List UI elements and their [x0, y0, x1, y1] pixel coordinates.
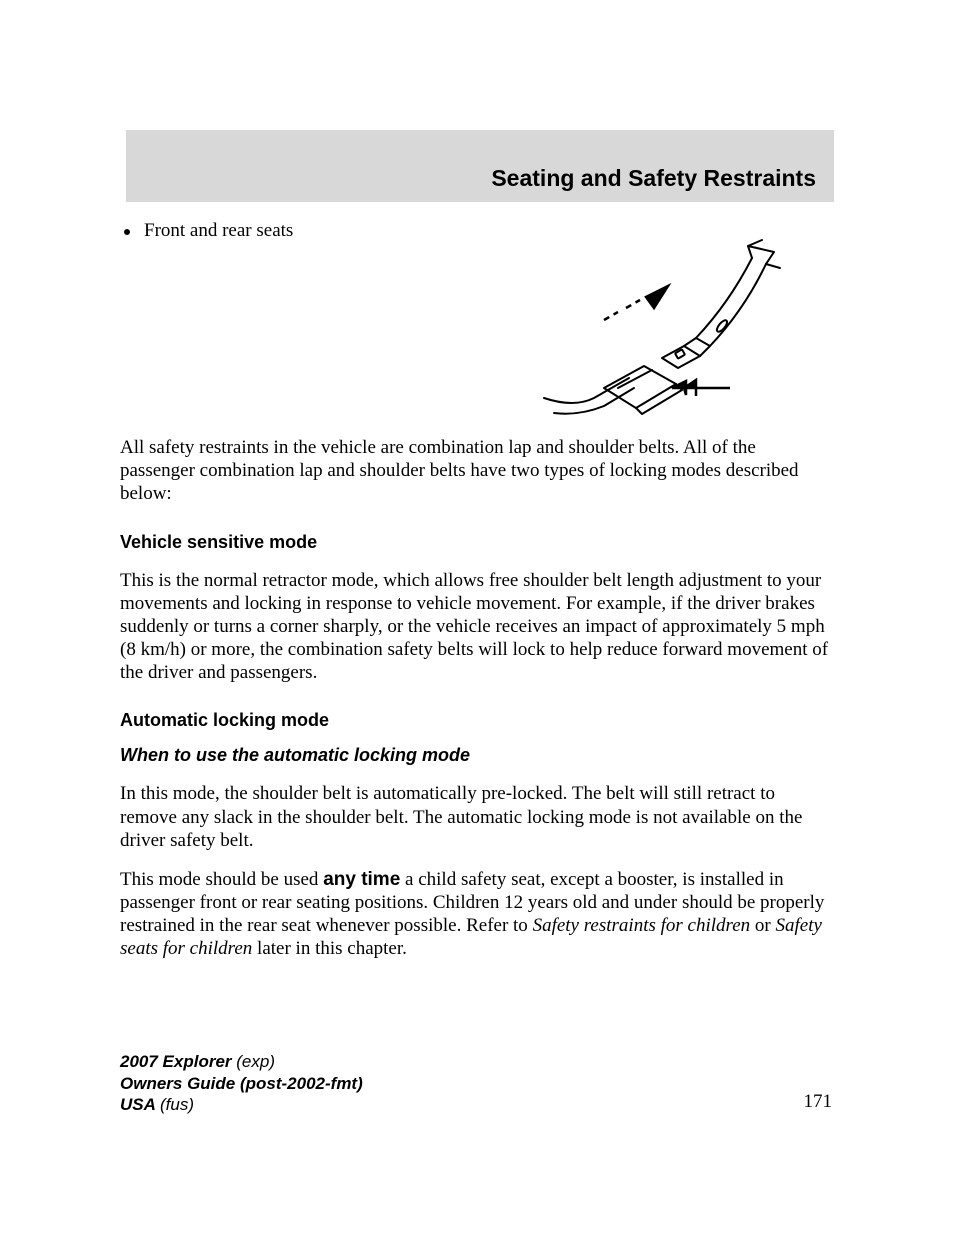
section-header-bar: Seating and Safety Restraints: [126, 130, 834, 202]
heading-vehicle-sensitive-mode: Vehicle sensitive mode: [120, 532, 834, 553]
seatbelt-buckle-icon: [534, 238, 794, 418]
text-run: This mode should be used: [120, 869, 323, 890]
footer-block: 2007 Explorer (exp) Owners Guide (post-2…: [120, 1051, 363, 1115]
italic-ref-1: Safety restraints for children: [533, 915, 751, 936]
footer-line-2: Owners Guide (post-2002-fmt): [120, 1073, 363, 1094]
page-container: Seating and Safety Restraints Front and …: [0, 0, 954, 1235]
intro-paragraph: All safety restraints in the vehicle are…: [120, 436, 834, 506]
footer-region: USA: [120, 1095, 160, 1114]
heading-automatic-locking-mode: Automatic locking mode: [120, 710, 834, 731]
vehicle-sensitive-paragraph: This is the normal retractor mode, which…: [120, 569, 834, 685]
alm-paragraph-1: In this mode, the shoulder belt is autom…: [120, 782, 834, 852]
bold-any-time: any time: [323, 869, 400, 890]
seatbelt-figure: [120, 238, 834, 418]
footer-line-1: 2007 Explorer (exp): [120, 1051, 363, 1072]
subheading-when-to-use-alm: When to use the automatic locking mode: [120, 745, 834, 766]
footer-model-code: (exp): [236, 1052, 275, 1071]
footer-line-3: USA (fus): [120, 1094, 363, 1115]
footer-region-code: (fus): [160, 1095, 194, 1114]
bullet-text: Front and rear seats: [144, 220, 293, 242]
alm-paragraph-2: This mode should be used any time a chil…: [120, 868, 834, 961]
text-run: or: [750, 915, 775, 936]
section-header-title: Seating and Safety Restraints: [491, 165, 816, 192]
text-run: later in this chapter.: [252, 938, 407, 959]
bullet-dot-icon: [124, 229, 130, 235]
footer-model: 2007 Explorer: [120, 1052, 236, 1071]
footer-guide: Owners Guide (post-2002-fmt): [120, 1074, 363, 1093]
